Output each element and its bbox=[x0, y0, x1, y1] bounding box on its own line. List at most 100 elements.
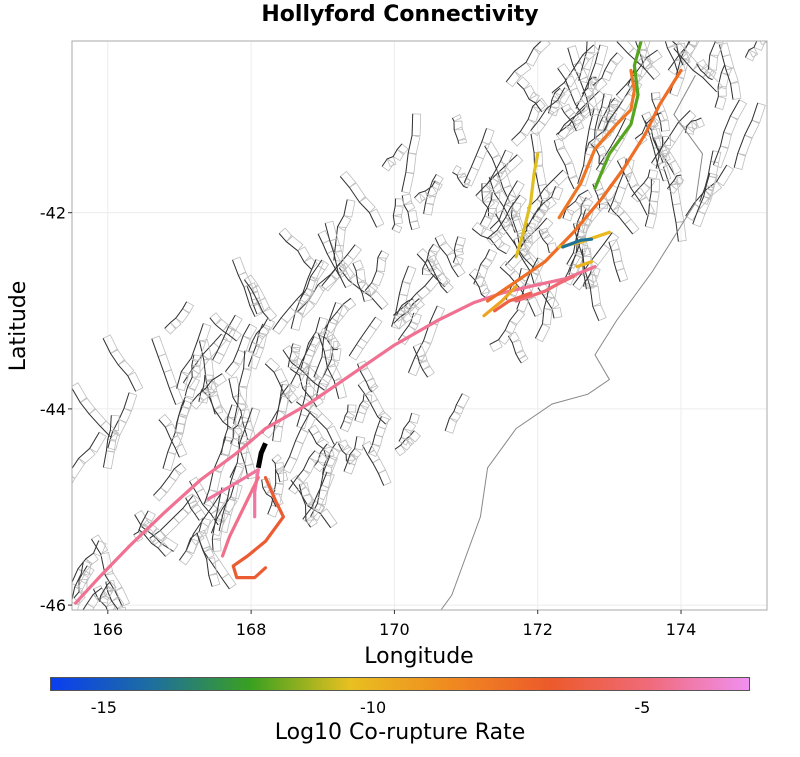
background-fault bbox=[290, 474, 338, 529]
rupture-clarence bbox=[593, 41, 643, 190]
rupture-nevis bbox=[231, 476, 285, 580]
rupture-hanmer bbox=[575, 260, 594, 269]
coastline bbox=[440, 75, 704, 610]
background-fault bbox=[608, 239, 629, 283]
background-fault bbox=[282, 344, 330, 391]
colorbar bbox=[50, 677, 750, 691]
background-fault bbox=[282, 410, 318, 474]
background-fault bbox=[164, 301, 195, 335]
background-fault bbox=[401, 113, 422, 194]
background-fault bbox=[407, 305, 446, 377]
background-fault bbox=[692, 172, 718, 228]
background-fault bbox=[463, 127, 495, 187]
background-fault bbox=[592, 52, 624, 92]
x-tick-label: 168 bbox=[236, 620, 267, 639]
background-fault bbox=[391, 198, 404, 234]
background-fault bbox=[481, 183, 497, 217]
background-fault bbox=[486, 194, 527, 246]
background-fault bbox=[398, 412, 420, 446]
background-fault bbox=[733, 102, 766, 170]
background-fault bbox=[324, 297, 357, 334]
background-fault bbox=[299, 259, 330, 305]
background-fault bbox=[673, 42, 723, 93]
background-fault bbox=[666, 174, 685, 195]
background-fault bbox=[185, 493, 207, 521]
background-fault bbox=[352, 259, 373, 303]
x-tick-label: 174 bbox=[666, 620, 697, 639]
background-fault bbox=[72, 431, 107, 485]
map-panel bbox=[72, 41, 767, 610]
background-fault bbox=[479, 191, 501, 229]
background-fault bbox=[560, 103, 585, 132]
background-fault bbox=[72, 540, 107, 588]
coastline-path bbox=[440, 75, 704, 610]
background-fault bbox=[707, 41, 724, 71]
background-fault bbox=[72, 382, 118, 439]
background-fault bbox=[297, 261, 348, 318]
background-fault bbox=[302, 471, 335, 525]
background-fault bbox=[413, 180, 443, 204]
background-fault bbox=[664, 41, 686, 74]
background-fault bbox=[510, 99, 546, 147]
background-fault bbox=[495, 209, 540, 269]
map-figure: 166 168 170 172 174 -42 -44 -46 Longitude Lati… bbox=[6, 40, 768, 669]
background-fault bbox=[364, 250, 390, 297]
background-fault bbox=[99, 581, 117, 604]
colorbar-tick-label: -15 bbox=[90, 698, 117, 717]
background-fault bbox=[102, 334, 144, 392]
background-fault bbox=[271, 453, 289, 483]
rupture-porters-pass bbox=[514, 274, 576, 303]
background-fault bbox=[505, 41, 551, 88]
background-fault bbox=[90, 534, 131, 607]
background-fault bbox=[138, 522, 173, 557]
background-fault bbox=[551, 44, 600, 100]
background-fault bbox=[655, 136, 672, 171]
background-fault bbox=[362, 440, 392, 487]
background-fault bbox=[451, 164, 471, 189]
background-fault bbox=[224, 323, 258, 378]
source-fault-hollyford bbox=[255, 442, 268, 469]
background-fault bbox=[395, 298, 417, 320]
background-fault bbox=[287, 343, 302, 369]
background-fault bbox=[473, 248, 498, 288]
background-fault bbox=[174, 396, 194, 434]
background-fault bbox=[444, 393, 470, 434]
background-fault bbox=[272, 290, 311, 335]
background-fault bbox=[151, 335, 184, 406]
background-fault bbox=[553, 137, 582, 190]
background-fault bbox=[196, 529, 221, 588]
panel-border bbox=[71, 40, 768, 611]
x-tick-label: 166 bbox=[93, 620, 124, 639]
background-fault bbox=[412, 342, 435, 378]
background-fault bbox=[422, 243, 441, 276]
background-fault bbox=[616, 41, 661, 81]
background-fault bbox=[644, 178, 660, 229]
background-fault bbox=[426, 254, 454, 294]
background-fault bbox=[699, 150, 722, 205]
x-tick-label: 172 bbox=[522, 620, 553, 639]
rupture-fyffe bbox=[482, 284, 518, 318]
background-fault bbox=[744, 41, 767, 62]
y-tick-label: -42 bbox=[40, 204, 66, 223]
background-fault bbox=[485, 149, 514, 191]
background-fault bbox=[290, 335, 322, 389]
background-fault bbox=[199, 339, 224, 415]
background-fault bbox=[189, 373, 228, 410]
x-axis-title: Longitude bbox=[364, 644, 473, 669]
chart-title: Hollyford Connectivity bbox=[261, 2, 539, 27]
background-fault bbox=[212, 314, 243, 365]
background-fault bbox=[562, 189, 593, 222]
rupture-alpine-branch bbox=[206, 468, 260, 501]
background-fault bbox=[158, 413, 188, 458]
background-fault bbox=[354, 393, 373, 424]
background-fault bbox=[367, 415, 390, 457]
y-tick-label: -46 bbox=[40, 596, 66, 615]
background-fault bbox=[516, 76, 549, 113]
background-fault bbox=[288, 450, 322, 495]
background-fault bbox=[631, 169, 659, 203]
background-fault bbox=[712, 99, 748, 169]
background-fault bbox=[392, 274, 442, 323]
background-fault bbox=[176, 322, 212, 392]
background-fault bbox=[684, 117, 705, 135]
colorbar-title: Log10 Co-rupture Rate bbox=[274, 720, 526, 745]
